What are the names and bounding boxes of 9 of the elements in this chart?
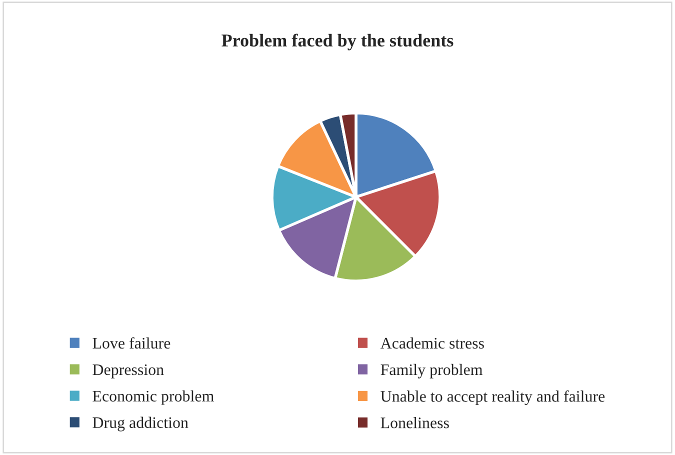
chart-title: Problem faced by the students <box>222 34 454 50</box>
legend-label: Loneliness <box>380 417 449 428</box>
legend-label: Economic problem <box>92 390 214 405</box>
legend-label: Family problem <box>380 364 483 378</box>
legend-label: Depression <box>92 364 164 378</box>
legend-label: Unable to accept reality and failure <box>380 390 605 406</box>
legend-label: Drug addiction <box>92 416 188 432</box>
legend-label: Academic stress <box>380 337 484 349</box>
legend-label: Love failure <box>92 337 170 349</box>
